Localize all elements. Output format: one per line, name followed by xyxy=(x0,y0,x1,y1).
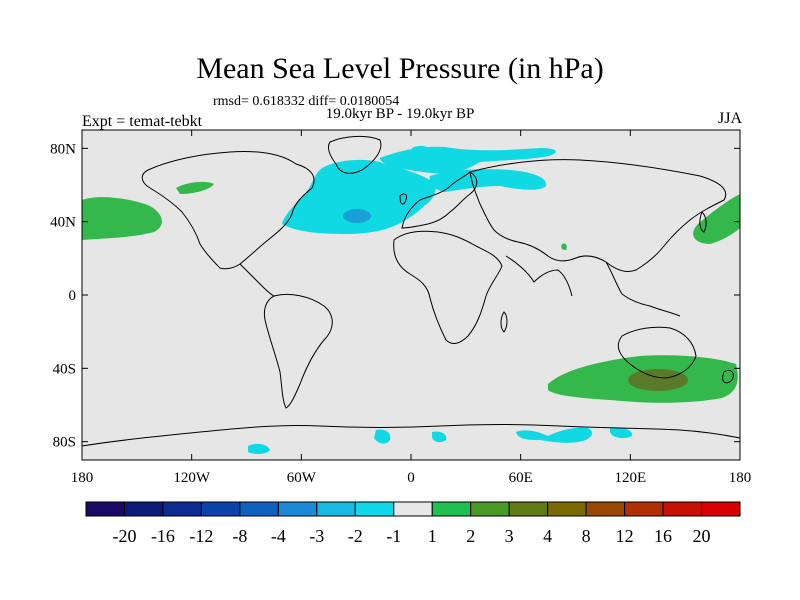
colorbar-swatch xyxy=(162,501,202,517)
coastline-new-zealand xyxy=(722,369,734,384)
map-axes: 180 120W 60W 0 60E 120E 180 80N 40N 0 40S 80S xyxy=(50,130,751,486)
x-tick-label: 60W xyxy=(287,470,317,486)
period-label: 19.0kyr BP - 19.0kyr BP xyxy=(325,106,475,122)
y-tick-label: 40S xyxy=(53,361,76,377)
colorbar-swatch xyxy=(239,501,279,517)
colorbar-label: 2 xyxy=(466,526,475,546)
colorbar-swatch xyxy=(470,501,510,517)
negative-anomaly-south-3 xyxy=(432,431,447,443)
colorbar-label: -2 xyxy=(348,526,363,546)
chart-title: Mean Sea Level Pressure (in hPa) xyxy=(196,52,604,85)
colorbar-label: 12 xyxy=(616,526,634,546)
colorbar-swatch xyxy=(547,501,587,517)
positive-anomaly-north-pacific-east xyxy=(693,194,740,244)
colorbar-swatch xyxy=(585,501,626,517)
anomaly-fields xyxy=(82,145,740,455)
colorbar-label: -12 xyxy=(189,526,213,546)
colorbar-swatch xyxy=(508,501,549,517)
coastline-southeast-asia xyxy=(605,261,681,317)
coastline-europe xyxy=(401,171,478,229)
colorbar-label: 3 xyxy=(505,526,514,546)
experiment-label: Expt = temat-tebkt xyxy=(82,113,203,130)
negative-anomaly-baffin xyxy=(412,145,432,157)
colorbar-swatch xyxy=(624,501,664,517)
season-label: JJA xyxy=(717,110,742,127)
y-tick-label: 40N xyxy=(50,215,76,231)
coastlines xyxy=(81,135,741,447)
y-tick-label: 80N xyxy=(50,141,76,157)
colorbar-label: 8 xyxy=(582,526,591,546)
colorbar-label: -1 xyxy=(386,526,401,546)
negative-anomaly-eurasia xyxy=(429,169,547,192)
colorbar-label: -4 xyxy=(271,526,286,546)
colorbar-swatch xyxy=(277,501,318,517)
positive-anomaly-north-pacific-west xyxy=(82,197,162,240)
colorbar-swatch xyxy=(123,501,164,517)
colorbar-swatch xyxy=(393,501,433,517)
colorbar-label: 4 xyxy=(543,526,552,546)
colorbar-label: 16 xyxy=(654,526,672,546)
negative-anomaly-south-4 xyxy=(516,427,593,443)
coastline-central-america xyxy=(239,263,275,297)
colorbar-swatch xyxy=(431,501,472,517)
colorbar-label: -20 xyxy=(112,526,136,546)
coastline-north-america xyxy=(141,151,315,270)
x-tick-label: 120E xyxy=(614,470,646,486)
coastline-australia xyxy=(617,326,697,379)
positive-anomaly-core xyxy=(628,369,688,391)
x-tick-label: 60E xyxy=(509,470,533,486)
negative-anomaly-south-5 xyxy=(610,427,633,439)
y-tick-label: 80S xyxy=(53,435,76,451)
negative-anomaly-north-atlantic xyxy=(282,159,436,234)
coastline-south-america xyxy=(263,293,333,409)
colorbar-swatch xyxy=(662,501,703,517)
coastline-africa xyxy=(393,230,503,344)
coastline-asia xyxy=(469,159,727,273)
coastline-madagascar xyxy=(500,311,508,333)
colorbar-swatch xyxy=(316,501,356,517)
colorbar-swatch xyxy=(200,501,241,517)
positive-anomaly-alaska xyxy=(176,181,214,194)
coastline-antarctica xyxy=(81,424,741,447)
colorbar: -20 -16 -12 -8 -4 -3 -2 -1 1 2 3 4 8 12 16 20 xyxy=(85,501,741,546)
positive-anomaly-sahara xyxy=(561,243,567,250)
colorbar-swatch xyxy=(701,501,741,517)
colorbar-label: 1 xyxy=(428,526,437,546)
colorbar-label: -16 xyxy=(151,526,175,546)
x-tick-label: 180 xyxy=(71,470,94,486)
colorbar-label: 20 xyxy=(693,526,711,546)
stats-text: rmsd= 0.618332 diff= 0.0180054 xyxy=(213,94,400,109)
colorbar-swatch xyxy=(85,501,125,517)
negative-anomaly-south-1 xyxy=(248,443,270,455)
negative-anomaly-south-2 xyxy=(374,429,391,444)
coastline-japan xyxy=(699,211,707,233)
x-tick-label: 120W xyxy=(173,470,211,486)
coastline-greenland xyxy=(327,135,382,174)
coastline-uk xyxy=(399,193,407,205)
y-tick-label: 0 xyxy=(69,288,77,304)
coastline-arabia-india xyxy=(505,255,573,297)
negative-anomaly-core xyxy=(343,209,371,223)
colorbar-label: -8 xyxy=(232,526,247,546)
x-tick-label: 180 xyxy=(729,470,752,486)
colorbar-label: -3 xyxy=(309,526,324,546)
x-tick-label: 0 xyxy=(407,470,415,486)
colorbar-swatch xyxy=(354,501,395,517)
